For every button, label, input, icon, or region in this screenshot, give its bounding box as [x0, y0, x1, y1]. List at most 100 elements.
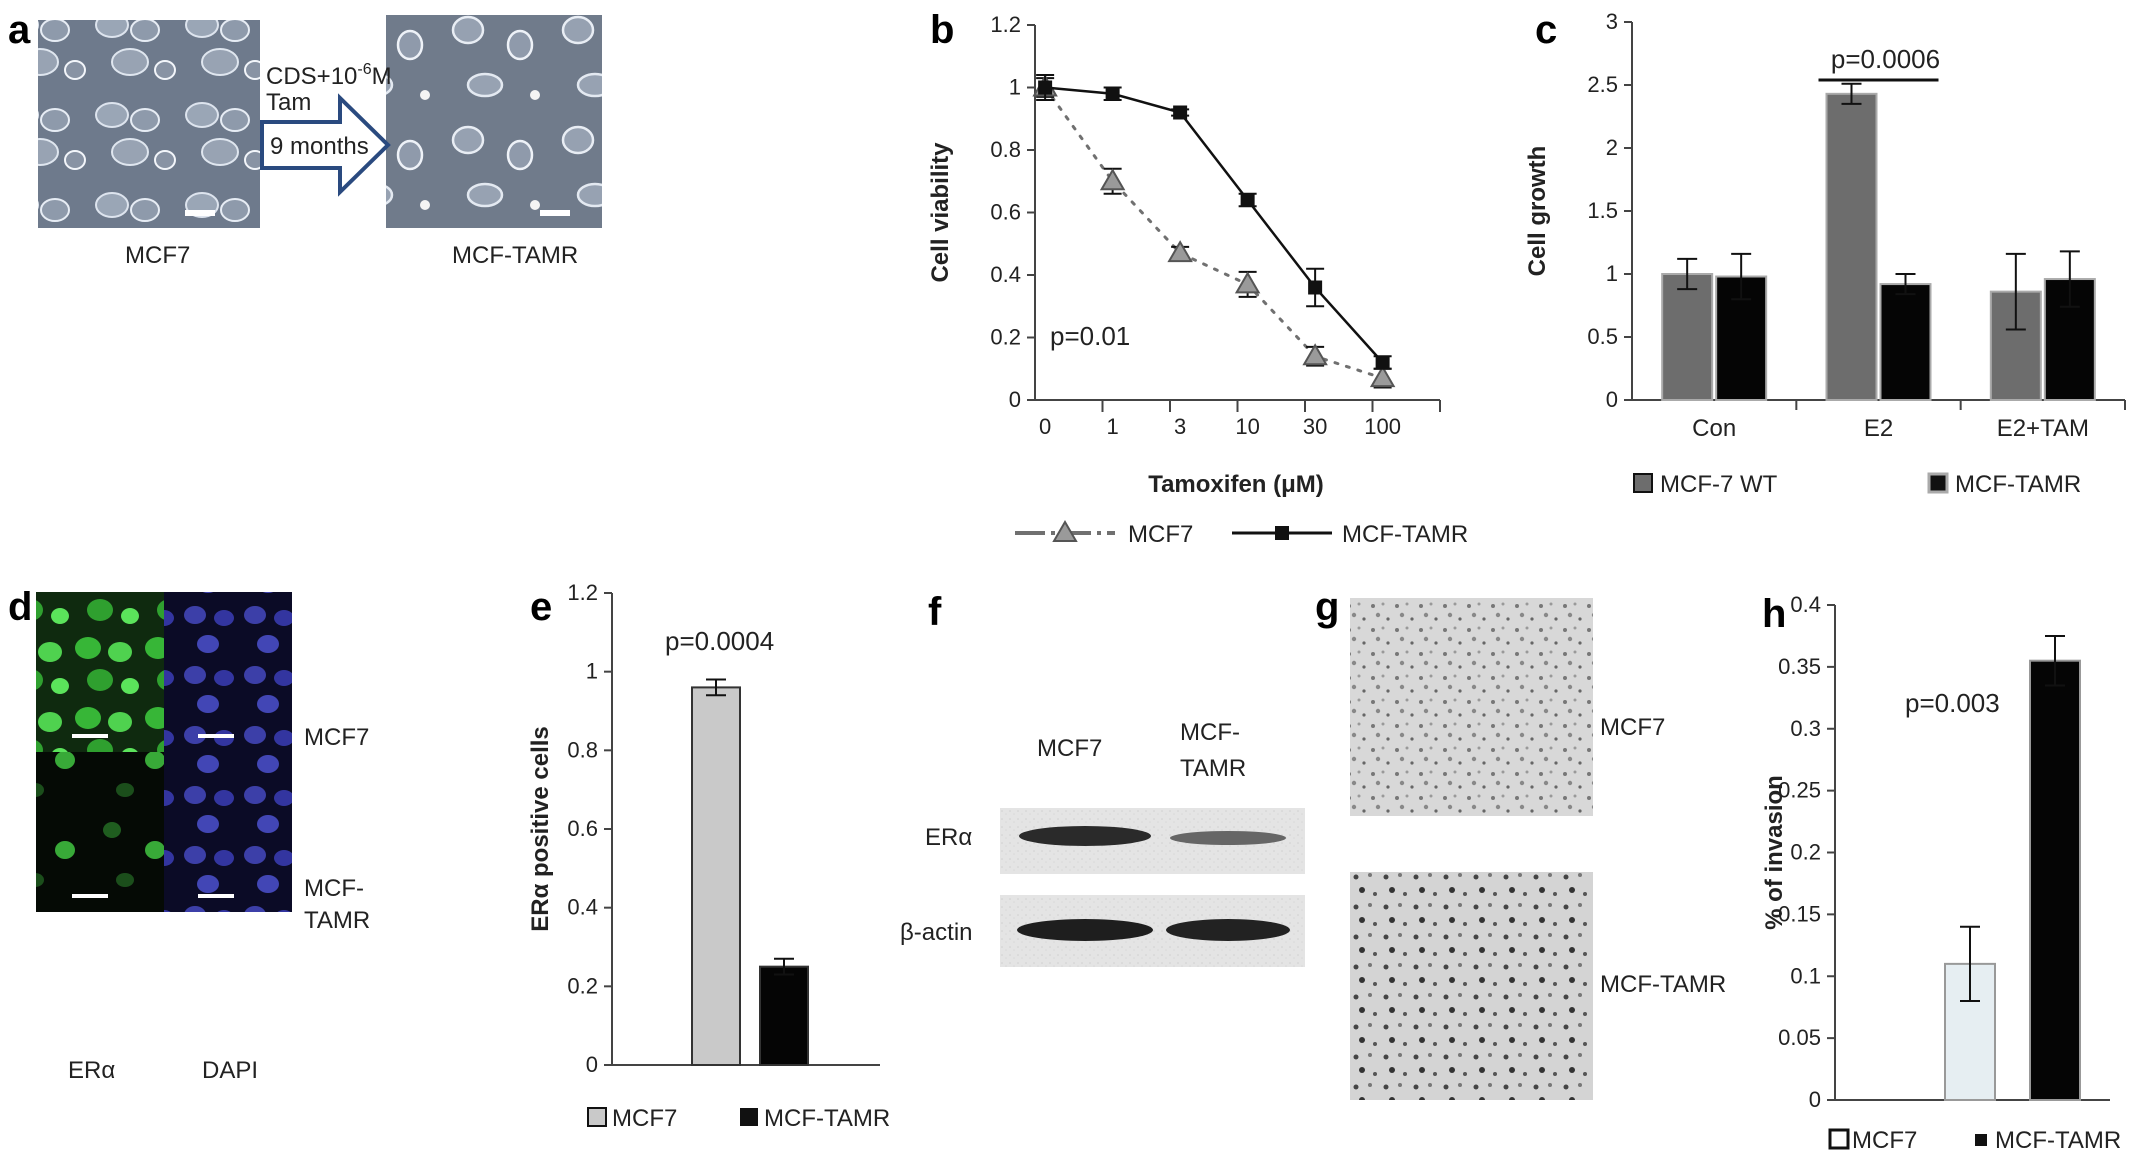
- y-tick-label: 0.6: [990, 200, 1021, 225]
- y-axis-label: Cell growth: [1524, 146, 1551, 277]
- scale-bar: [540, 210, 570, 216]
- band-actin-mcf7: [1017, 919, 1153, 941]
- series-line-mcf7: [1043, 86, 1385, 380]
- y-tick-label: 0: [1606, 387, 1618, 412]
- row-label-tamr: TAMR: [304, 907, 370, 934]
- y-tick-label: 0.3: [1790, 716, 1821, 741]
- scale-bar: [185, 210, 215, 216]
- series-line-mcf-tamr: [1043, 86, 1384, 364]
- y-tick-label: 0.4: [1790, 592, 1821, 617]
- y-tick-label: 0.2: [567, 973, 598, 998]
- y-axis-label: ERα positive cells: [527, 726, 554, 932]
- scale-bar: [72, 894, 108, 898]
- arrow-label-line3: 9 months: [270, 133, 369, 160]
- band-er-mcf7: [1019, 826, 1151, 846]
- data-point-triangle: [1369, 365, 1396, 388]
- y-tick-label: 0.05: [1778, 1025, 1821, 1050]
- image-er-mcf-tamr: [36, 752, 164, 912]
- lane-label-mcf7: MCF7: [1037, 735, 1102, 762]
- y-tick-label: 1.2: [567, 580, 598, 605]
- data-point-triangle: [1234, 271, 1261, 294]
- x-tick-label: 0: [1039, 414, 1051, 439]
- data-point-square: [1038, 80, 1053, 95]
- legend-marker-triangle: [1052, 520, 1078, 542]
- band-actin-mcf-tamr: [1166, 919, 1290, 941]
- data-point-triangle: [1167, 240, 1193, 263]
- annotation-p-value: p=0.01: [1050, 321, 1130, 351]
- y-axis-label: % of invasion: [1761, 775, 1788, 930]
- x-tick-label: 30: [1303, 414, 1327, 439]
- panel-letter-d: d: [8, 585, 33, 629]
- invasion-image-mcf-tamr: [1350, 872, 1593, 1100]
- data-point-triangle: [1302, 343, 1328, 366]
- bar-mcf-tamr: [1879, 283, 1932, 401]
- legend-swatch-mcf7: [1828, 1128, 1850, 1150]
- panel-letter-a: a: [8, 8, 31, 52]
- legend-marker-square: [1275, 526, 1289, 540]
- annotation-p-value: p=0.0006: [1831, 44, 1940, 74]
- legend-label-mcf-tamr: MCF-TAMR: [1342, 521, 1468, 548]
- y-tick-label: 0.8: [567, 737, 598, 762]
- legend-label-mcf7: MCF7: [1128, 521, 1193, 548]
- x-tick-label: Con: [1692, 415, 1736, 442]
- scale-bar: [198, 734, 234, 738]
- bar-mcf-7-wt: [1825, 92, 1878, 401]
- y-axis-label: Cell viability: [927, 142, 954, 283]
- legend-label-tamr: MCF-TAMR: [1955, 471, 2081, 498]
- y-tick-label: 1: [586, 659, 598, 684]
- arrow-icon: [260, 93, 391, 197]
- panel-letter-e: e: [530, 585, 553, 629]
- legend-swatch-tamr: [1927, 472, 1949, 494]
- scale-bar: [72, 734, 108, 738]
- y-tick-label: 0.5: [1587, 324, 1618, 349]
- x-tick-label: 3: [1174, 414, 1186, 439]
- chart-b-cell-viability: 0 0.2 0.4 0.6 0.8 1 1.2 Cell viability 0 1 3 10 30 10…: [927, 12, 1468, 548]
- y-tick-label: 0.8: [990, 137, 1021, 162]
- panel-letter-g: g: [1315, 585, 1340, 629]
- chart-h-invasion: 0 0.05 0.1 0.15 0.2 0.25 0.3 0.35 0.4 % of invasi…: [1761, 592, 2121, 1154]
- legend-swatch-mcf-tamr: [740, 1108, 758, 1126]
- row-label-mcf: MCF-: [304, 875, 364, 902]
- chart-c-cell-growth: 0 0.5 1 1.5 2 2.5 3 Cell growth Con E2 E2+TAM p=0.0…: [1524, 9, 2126, 498]
- y-tick-label: 0: [1809, 1087, 1821, 1112]
- panel-letter-f: f: [928, 590, 942, 634]
- col-label-dapi: DAPI: [202, 1057, 258, 1084]
- band-er-mcf-tamr: [1170, 831, 1286, 845]
- y-tick-label: 0.2: [990, 325, 1021, 350]
- bar-mcf-tamr: [2029, 659, 2081, 1101]
- x-tick-label: 10: [1235, 414, 1259, 439]
- arrow-label-line2: Tam: [266, 89, 311, 116]
- panel-letter-c: c: [1535, 8, 1558, 52]
- y-tick-label: 0: [1009, 387, 1021, 412]
- y-tick-label: 0.15: [1778, 901, 1821, 926]
- data-point-square: [1173, 105, 1188, 120]
- data-point-square: [1375, 355, 1390, 370]
- y-tick-label: 0.1: [1790, 963, 1821, 988]
- row-label-mcf7: MCF7: [304, 724, 369, 751]
- y-tick-label: 1: [1606, 261, 1618, 286]
- x-axis-label: Tamoxifen (μM): [1148, 471, 1324, 498]
- caption-mcf7: MCF7: [125, 242, 190, 269]
- legend-label-wt: MCF-7 WT: [1660, 471, 1778, 498]
- data-point-triangle: [1099, 168, 1126, 191]
- x-tick-label: E2: [1864, 415, 1893, 442]
- micrograph-mcf-tamr: [386, 15, 602, 228]
- annotation-p-value: p=0.0004: [665, 626, 774, 656]
- y-tick-label: 2.5: [1587, 72, 1618, 97]
- x-tick-label: 100: [1364, 414, 1401, 439]
- y-tick-label: 0.6: [567, 816, 598, 841]
- legend-label-mcf7: MCF7: [1852, 1127, 1917, 1154]
- x-tick-label: E2+TAM: [1997, 415, 2089, 442]
- invasion-label-mcf7: MCF7: [1600, 714, 1665, 741]
- legend-label-mcf7: MCF7: [612, 1105, 677, 1132]
- bar-mcf-7-wt: [1661, 273, 1714, 401]
- col-label-er: ERα: [68, 1057, 115, 1084]
- lane-label-mcf: MCF-: [1180, 719, 1240, 746]
- image-dapi-mcf7: [164, 592, 292, 752]
- row-label-er: ERα: [925, 824, 972, 851]
- arrow-label-line1: CDS+10-6M: [266, 61, 392, 90]
- row-label-actin: β-actin: [900, 919, 973, 946]
- y-tick-label: 0.4: [567, 895, 598, 920]
- legend-swatch-mcf7: [587, 1107, 607, 1127]
